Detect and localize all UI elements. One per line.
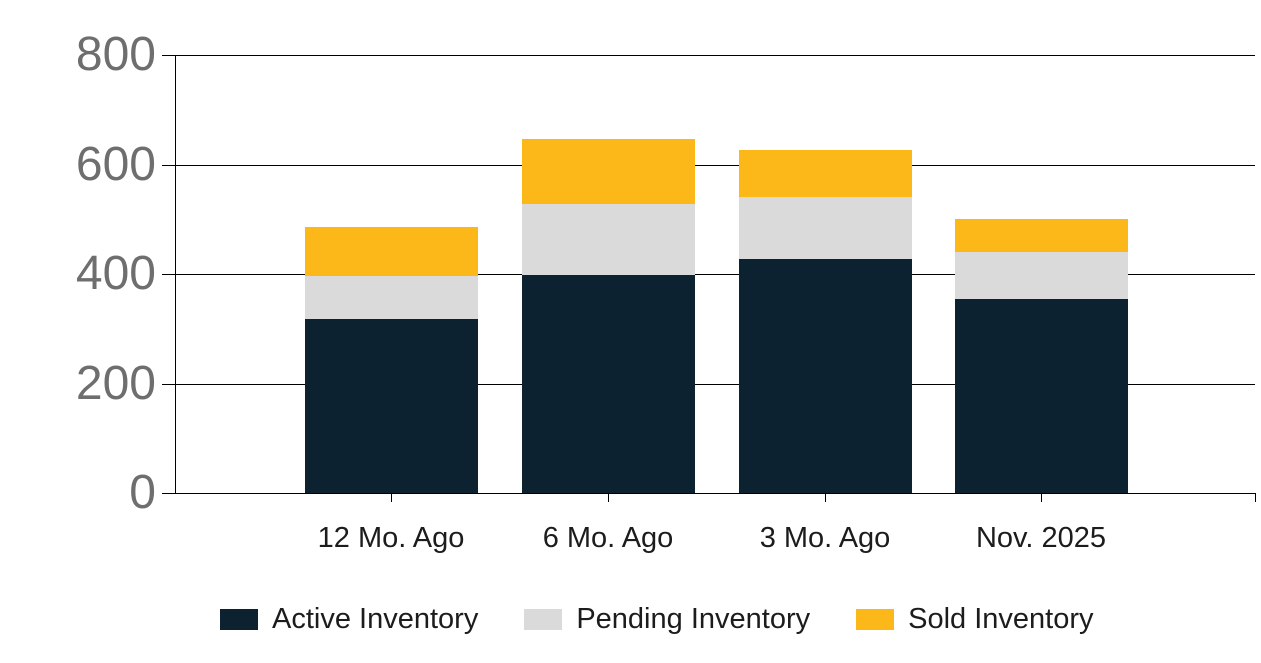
bar-segment-active — [954, 299, 1128, 493]
x-tick-2 — [825, 493, 826, 502]
legend-item-sold: Sold Inventory — [856, 603, 1094, 636]
bar-segment-sold — [304, 226, 478, 277]
legend-label-active: Active Inventory — [272, 603, 479, 635]
bar-segment-pending — [304, 276, 478, 320]
bar-segment-sold — [521, 139, 695, 204]
x-category-label-3-mo-ago: 3 Mo. Ago — [759, 522, 891, 554]
legend-label-pending: Pending Inventory — [576, 603, 811, 635]
x-tick-3 — [1041, 493, 1042, 502]
bar-segment-sold — [954, 219, 1128, 253]
bar-segment-active — [304, 319, 478, 493]
bar-segment-pending — [521, 203, 695, 275]
bar-segment-active — [738, 259, 912, 493]
bar-segment-active — [521, 274, 695, 493]
gridline-200 — [162, 383, 1255, 385]
legend: Active Inventory Pending Inventory Sold In… — [220, 603, 1094, 636]
legend-label-sold: Sold Inventory — [908, 603, 1094, 635]
legend-swatch-pending — [524, 609, 563, 630]
y-tick-label-200: 200 — [75, 356, 156, 410]
y-tick-label-400: 400 — [75, 247, 156, 300]
y-tick-label-600: 600 — [75, 137, 156, 191]
bar-3-mo-ago — [738, 149, 912, 493]
legend-item-pending: Pending Inventory — [524, 603, 810, 636]
gridline-0 — [162, 493, 1255, 494]
x-axis-end-tick — [1255, 493, 1256, 502]
bar-6-mo-ago — [521, 139, 695, 493]
bar-nov-2025 — [954, 219, 1128, 493]
legend-item-active: Active Inventory — [220, 603, 478, 636]
x-tick-1 — [608, 493, 609, 502]
y-tick-label-800: 800 — [75, 28, 156, 81]
plot-area — [162, 55, 1256, 502]
bar-segment-pending — [738, 197, 912, 260]
gridline-600 — [162, 164, 1255, 166]
y-axis-line — [175, 55, 176, 493]
gridline-800 — [162, 55, 1255, 56]
x-tick-0 — [391, 493, 392, 502]
bar-segment-pending — [954, 252, 1128, 300]
bar-segment-sold — [738, 149, 912, 198]
legend-swatch-sold — [856, 609, 895, 630]
x-category-label-nov-2025: Nov. 2025 — [975, 522, 1107, 554]
x-category-label-12-mo-ago: 12 Mo. Ago — [317, 522, 465, 554]
legend-swatch-active — [220, 609, 258, 630]
gridline-400 — [162, 274, 1255, 275]
x-category-label-6-mo-ago: 6 Mo. Ago — [542, 522, 674, 554]
bar-12-mo-ago — [304, 226, 478, 493]
y-tick-label-0: 0 — [129, 466, 156, 519]
